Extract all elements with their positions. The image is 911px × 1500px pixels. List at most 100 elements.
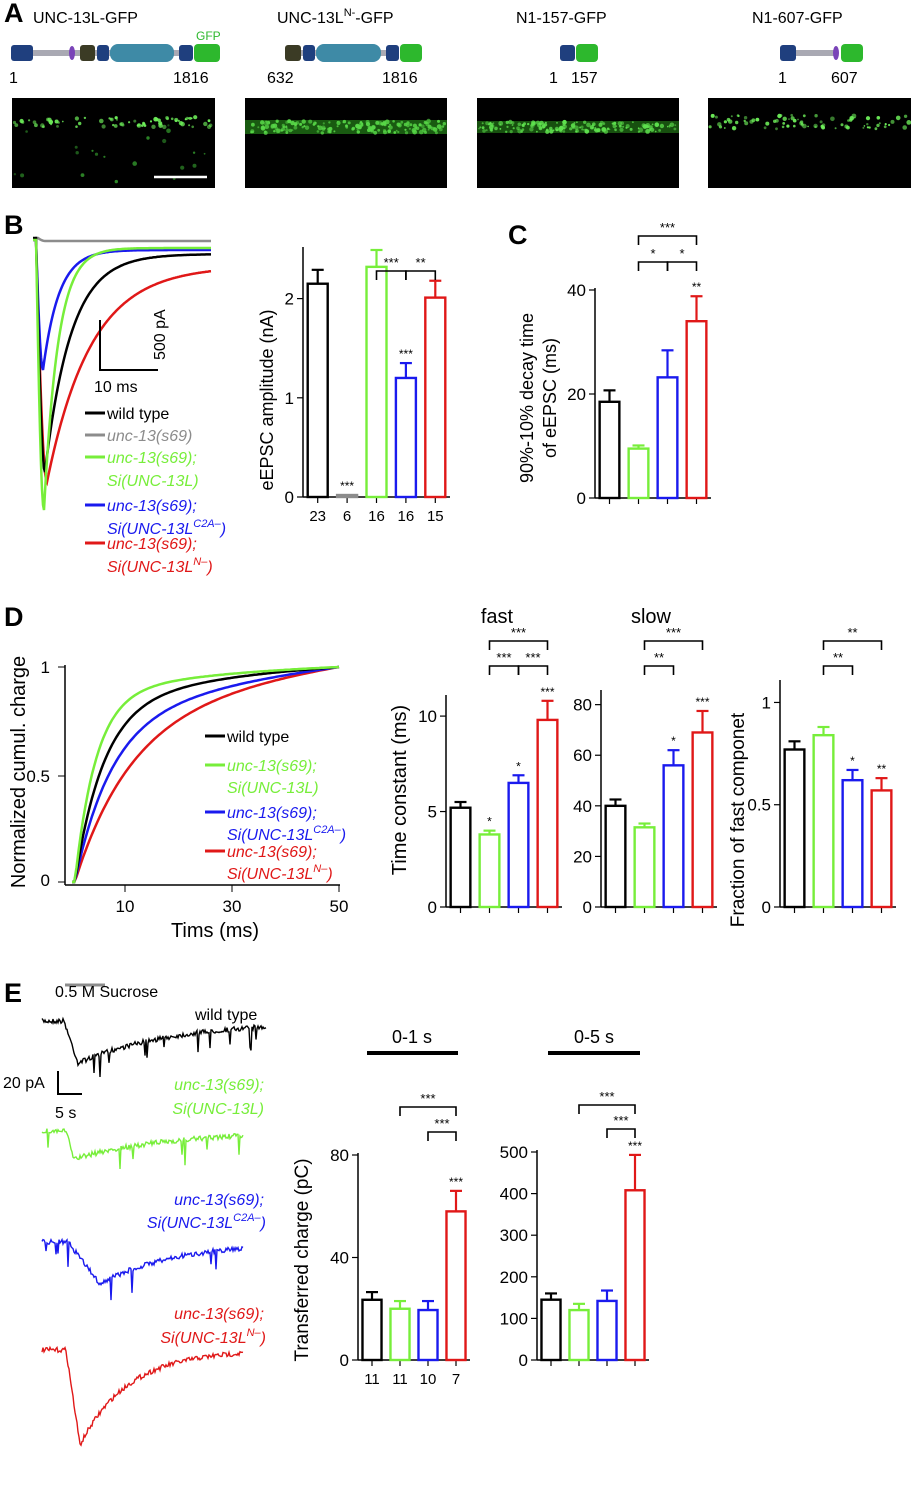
legend-d-red-2: Si(UNC-13LN–) (227, 863, 333, 883)
bar (870, 789, 893, 909)
significance-bracket (666, 261, 698, 271)
fluorescent-punctum (790, 116, 795, 121)
fluorescent-punctum (490, 130, 493, 132)
fluorescent-punctum (536, 130, 538, 133)
fluorescent-punctum (773, 119, 777, 124)
y-tick-label: 400 (500, 1185, 528, 1204)
e-scale-y: 20 pA (3, 1075, 45, 1092)
fluorescent-punctum (56, 125, 59, 128)
fluorescent-punctum (782, 122, 786, 125)
fluorescent-punctum (419, 129, 424, 135)
fluorescent-punctum (406, 123, 410, 128)
bracket-label: *** (613, 1113, 628, 1128)
fluorescent-punctum (141, 124, 144, 127)
fluorescent-punctum (549, 126, 553, 131)
sucrose-trace-blue (41, 1237, 244, 1301)
panel-label-c: C (508, 220, 528, 250)
fluorescent-punctum (356, 128, 359, 131)
legend-d-wt: wild type (226, 729, 289, 746)
fluorescent-punctum (516, 126, 520, 130)
ylabel-time-constant: Time constant (ms) (389, 705, 411, 875)
fluorescent-punctum (669, 122, 675, 128)
construct-2-start: 632 (267, 70, 294, 87)
y-tick-label: 200 (500, 1268, 528, 1287)
domain-diagram-3 (560, 44, 598, 62)
fluorescent-punctum (367, 125, 371, 129)
fluorescent-punctum (207, 124, 212, 129)
fluorescent-punctum (260, 126, 264, 130)
fluorescent-punctum (617, 121, 622, 126)
fluorescent-punctum (545, 129, 550, 134)
y-tick-label: 5 (428, 803, 437, 822)
fluorescent-punctum (735, 120, 739, 125)
fluorescent-punctum (782, 116, 787, 122)
fluorescent-punctum (46, 117, 50, 122)
y-tick-label: 0.5 (747, 796, 771, 815)
y-tick-label: 80 (573, 696, 592, 715)
significance-label: *** (540, 685, 554, 699)
fluorescent-punctum (562, 130, 566, 133)
ytick-05: 0.5 (26, 767, 50, 786)
cumulative-chart: 1 0.5 0 10 30 50 Tims (ms) Normalized cu… (8, 656, 348, 942)
fluorescent-punctum (743, 116, 748, 120)
significance-label: * (516, 759, 521, 773)
fluorescent-punctum (527, 122, 530, 126)
significance-bracket (606, 1128, 636, 1138)
bar (361, 1298, 383, 1362)
fluorescent-punctum (902, 125, 907, 130)
fluorescent-punctum (645, 129, 650, 134)
fluorescent-punctum (28, 119, 31, 122)
significance-label: ** (877, 762, 887, 776)
e-label-green-1: unc-13(s69); (174, 1077, 264, 1094)
panel-b-traces: 500 pA 10 ms (33, 236, 212, 511)
fluorescent-punctum (862, 126, 865, 129)
fluorescent-punctum (786, 124, 790, 128)
fluorescent-punctum (506, 125, 509, 128)
fluorescent-punctum (854, 116, 856, 119)
fluorescent-punctum (441, 125, 445, 128)
fluorescent-punctum (613, 121, 617, 125)
ylabel-cumul: Normalized cumul. charge (8, 656, 30, 888)
xtick-50: 50 (330, 897, 349, 916)
fluorescent-punctum (342, 119, 347, 124)
fluorescent-punctum (360, 123, 364, 127)
fluorescent-punctum (263, 130, 268, 135)
n-label: 16 (368, 508, 385, 525)
fluorescent-punctum (263, 121, 268, 125)
fluorescent-punctum (170, 117, 174, 121)
fluorescent-punctum (781, 125, 785, 129)
bracket-label: *** (434, 1116, 449, 1131)
bar (604, 804, 627, 909)
fluorescent-punctum (264, 124, 270, 129)
bar (540, 1298, 562, 1362)
fluorescent-punctum (285, 131, 289, 135)
construct-title-2: UNC-13LN--GFP (277, 7, 394, 27)
bracket-label: *** (599, 1089, 614, 1104)
y-tick-label: 80 (330, 1146, 349, 1165)
fluorescent-punctum (328, 130, 332, 134)
fluorescent-punctum (328, 126, 333, 131)
fluorescent-punctum (427, 128, 430, 131)
fluorescent-punctum (25, 130, 28, 133)
fluorescent-punctum (409, 123, 413, 127)
legend-green-2: Si(UNC-13L) (107, 473, 199, 490)
fluorescent-punctum (397, 130, 400, 134)
bracket-label: * (650, 246, 655, 261)
significance-bracket (578, 1104, 636, 1114)
fluorescent-punctum (257, 126, 260, 129)
fluorescent-punctum (266, 120, 271, 125)
panel-label-b: B (4, 210, 24, 240)
significance-bracket (427, 1131, 457, 1141)
fluorescent-punctum (438, 127, 443, 132)
fluorescent-punctum (101, 124, 106, 129)
fluorescent-punctum (322, 122, 325, 125)
fluorescent-punctum (285, 126, 288, 129)
fluorescent-punctum (674, 124, 677, 127)
fluorescent-punctum (313, 121, 317, 125)
y-tick-label: 60 (573, 746, 592, 765)
n-label: 16 (398, 508, 415, 525)
chart-charge-0-1s: 0 40 80 11 11 10 *** 7 *** *** (330, 1091, 470, 1388)
fluorescent-punctum (251, 122, 255, 127)
construct-2-end: 1816 (382, 70, 418, 87)
